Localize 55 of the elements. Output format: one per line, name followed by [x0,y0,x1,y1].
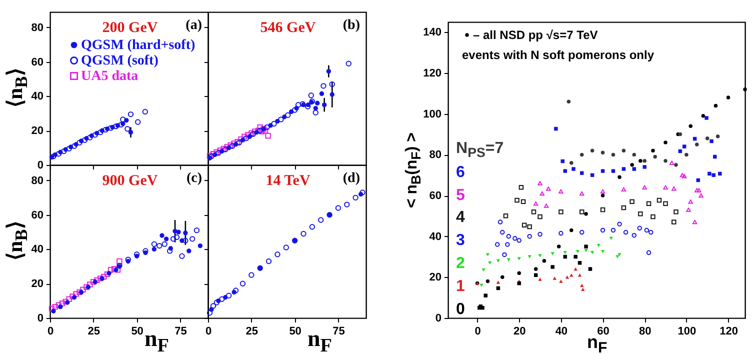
annotation: (c) [186,171,202,186]
y-tick-label: 0 [37,160,44,172]
x-tick-label: 100 [678,326,696,338]
y-tick-label: 20 [429,272,442,284]
x-tick-label: 0 [205,326,212,338]
text: 4 [456,209,465,226]
x-tick-label: 75 [332,326,345,338]
y-tick-label: 0 [435,312,442,324]
legend-label: QGSM (soft) [81,54,159,68]
series-label: 1 [456,278,465,295]
x-tick-label: 80 [638,326,652,338]
y-tick-label: 0 [37,312,44,324]
y-tick-label: 40 [429,230,442,243]
x-axis-title: n$_{F}$ [144,326,169,354]
x-tick-label: 20 [513,326,526,338]
x-tick-label: 120 [720,326,738,338]
x-tick-label: 25 [246,326,258,338]
y-tick-label: 60 [31,209,44,222]
x-tick-label: 0 [47,326,54,338]
y-tick-label: 120 [423,68,442,80]
x-axis-title: n$_{F}$ [308,326,332,354]
legend-label: UA5 data [81,69,138,84]
annotation: 14 TeV [266,173,310,189]
x-tick-label: 50 [131,326,144,338]
text: 5 [456,186,465,204]
x-tick-label: 25 [88,326,100,338]
y-tick-label: 80 [31,22,44,34]
y-tick-label: 40 [31,90,44,103]
series-label: 2 [456,255,465,272]
x-tick-label: 50 [289,326,302,338]
y-tick-label: 80 [429,149,442,162]
y-tick-label: 60 [429,190,442,202]
y-tick-label: 140 [423,26,442,39]
y-tick-label: 20 [31,125,44,138]
annotation: (a) [186,18,202,33]
legend-label: – all NSD pp √s=7 TeV [473,28,598,42]
annotation: 546 GeV [260,20,316,36]
annotation: events with N soft pomerons only [462,48,654,62]
text: N$_{PS}$=7 [456,140,504,160]
annotation: 200 GeV [102,20,158,36]
x-tick-label: 0 [474,326,481,338]
y-tick-label: 40 [31,244,44,256]
series-label: 0 [456,300,465,318]
annotation: 900 GeV [102,173,158,189]
text: 6 [456,164,465,181]
annotation: (b) [342,18,360,33]
annotation: (d) [342,171,360,186]
y-tick-label: 20 [31,278,44,290]
legend-label: QGSM (hard+soft) [81,38,196,53]
y-tick-label: 100 [423,108,442,120]
y-tick-label: 80 [31,174,44,187]
x-tick-label: 75 [174,326,187,338]
y-tick-label: 60 [31,56,44,68]
x-tick-label: 40 [555,326,568,338]
series-label: 3 [456,232,465,250]
